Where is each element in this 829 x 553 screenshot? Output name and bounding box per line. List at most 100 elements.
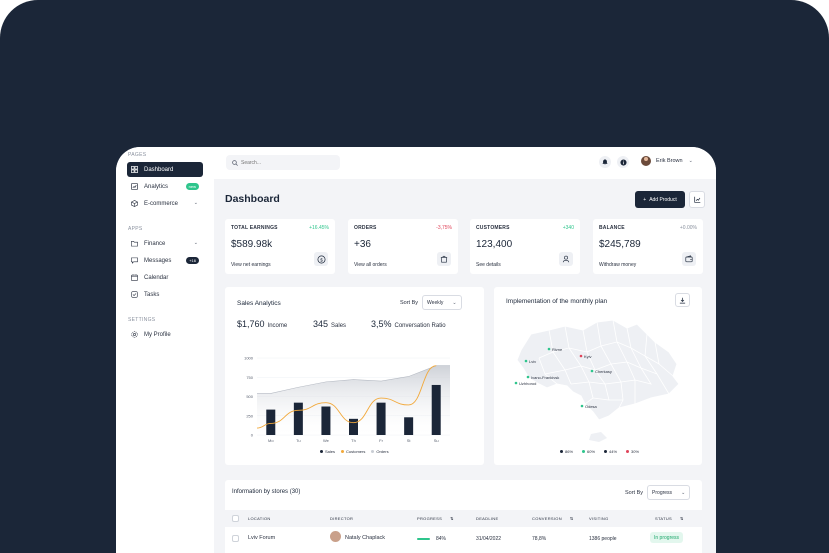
monthly-plan-title: Implementation of the monthly plan [506,298,608,305]
stores-sort: Sort By Progress ⌄ [625,485,691,500]
sidebar: PAGES Dashboard Analytics new E-commerce… [116,147,214,553]
card-value: +36 [354,239,371,250]
see-details-link[interactable]: See details [476,262,501,268]
withdraw-money-link[interactable]: Withdraw money [599,262,637,268]
svg-text:Kyiv: Kyiv [584,354,592,359]
column-header-status[interactable]: STATUS ⇅ [655,516,684,521]
column-header-director[interactable]: DIRECTOR [330,516,354,521]
orders-card: ORDERS -3,75% +36 View all orders [348,219,458,274]
column-header-location[interactable]: LOCATION [248,516,271,521]
sort-label: Sort By [625,489,644,496]
x-tick-label: We [323,438,330,443]
city-marker [547,347,551,351]
stat-label: Income [267,323,288,329]
sort-icon: ⇅ [450,516,454,521]
legend-item: 86% [560,449,573,454]
x-tick-label: Mo [268,438,274,443]
dashboard-icon [131,166,138,173]
user-icon [559,252,573,266]
sidebar-item-tasks[interactable]: Tasks [127,287,203,302]
sort-select[interactable]: Weekly ⌄ [422,295,462,310]
stores-title: Information by stores (30) [232,489,301,495]
app-window: PAGES Dashboard Analytics new E-commerce… [116,147,716,553]
card-label: CUSTOMERS [476,225,510,231]
sidebar-item-ecommerce[interactable]: E-commerce ⌄ [127,196,203,211]
sales-bar [376,402,386,435]
svg-text:Lviv: Lviv [529,359,536,364]
chevron-down-icon: ⌄ [193,240,198,246]
notification-button[interactable] [599,156,611,168]
sort-select[interactable]: Progress ⌄ [647,485,691,500]
stat-value: 3,5% [371,319,392,329]
card-value: 123,400 [476,239,513,250]
svg-text:Rivne: Rivne [552,347,563,352]
sort-label: Sort By [400,299,419,306]
sidebar-item-dashboard[interactable]: Dashboard [127,162,203,177]
info-button[interactable] [617,156,629,168]
search-input[interactable] [241,159,331,166]
row-checkbox[interactable] [232,535,239,542]
table-header: LOCATION DIRECTOR PROGRESS ⇅ DEADLINE CON… [225,510,702,527]
sidebar-item-label: My Profile [144,331,171,338]
sidebar-item-messages[interactable]: Messages +16 [127,253,203,268]
search-box[interactable] [226,155,340,170]
income-stat: $1,760 Income [237,319,287,329]
download-icon [679,297,686,303]
customers-card: CUSTOMERS +340 123,400 See details [470,219,580,274]
sales-bar [431,384,441,435]
x-tick-label: Tu [296,438,301,443]
status-badge: In progress [650,532,684,543]
cell-visiting: 1386 people [589,536,617,542]
sidebar-item-finance[interactable]: Finance ⌄ [127,236,203,251]
sales-analytics-title: Sales Analytics [237,300,281,307]
sidebar-item-label: Tasks [144,291,160,298]
sort-value: Progress [652,489,673,496]
svg-text:$: $ [320,257,323,263]
column-header-conversion[interactable]: CONVERSION ⇅ [532,516,574,521]
conversion-stat: 3,5% Conversation Ratio [371,319,446,329]
chart-icon [693,196,700,203]
sidebar-item-label: Messages [144,257,172,264]
sales-bar [293,402,303,435]
select-all-checkbox[interactable] [232,515,239,522]
sidebar-item-label: Finance [144,240,166,247]
column-header-progress[interactable]: PROGRESS ⇅ [417,516,454,521]
search-icon [232,159,238,166]
progress-bar [417,538,431,540]
sidebar-item-calendar[interactable]: Calendar [127,270,203,285]
chart-view-button[interactable] [689,191,705,208]
sales-sort: Sort By Weekly ⌄ [400,295,462,310]
y-tick-label: 750 [246,375,253,380]
download-button[interactable] [675,293,690,307]
sales-bar [266,409,276,435]
view-all-orders-link[interactable]: View all orders [354,262,387,268]
sales-analytics-panel: Sales Analytics Sort By Weekly ⌄ $1,760 … [225,287,484,465]
sidebar-item-label: Analytics [144,183,169,190]
column-header-visiting[interactable]: VISITING [589,516,609,521]
balance-card: BALANCE +0.00% $245,789 Withdraw money [593,219,703,274]
sales-chart-legend: Sales Customers Orders [320,449,395,454]
cell-director: Nataly Chaplack [345,535,386,541]
stat-label: Sales [331,323,347,329]
svg-text:Cherkasy: Cherkasy [595,369,612,374]
card-delta: +340 [562,225,574,231]
sales-bar [349,418,358,435]
card-value: $245,789 [599,239,641,250]
cell-progress: 84% [436,536,447,542]
sidebar-item-my-profile[interactable]: My Profile [127,327,203,342]
chevron-down-icon: ⌄ [452,299,457,306]
user-menu[interactable]: Erik Brown ⌄ [641,156,693,166]
card-value: $589.98k [231,239,273,250]
add-product-button[interactable]: + Add Product [635,191,685,208]
stat-value: $1,760 [237,319,265,329]
sidebar-item-analytics[interactable]: Analytics new [127,179,203,194]
view-net-earnings-link[interactable]: View net earnings [231,262,271,268]
column-header-deadline[interactable]: DEADLINE [476,516,499,521]
sidebar-item-label: Calendar [144,274,169,281]
legend-item: 44% [604,449,617,454]
stat-label: Conversation Ratio [394,323,446,329]
city-marker [526,375,530,379]
x-tick-label: St [407,438,412,443]
bell-icon [602,159,608,165]
